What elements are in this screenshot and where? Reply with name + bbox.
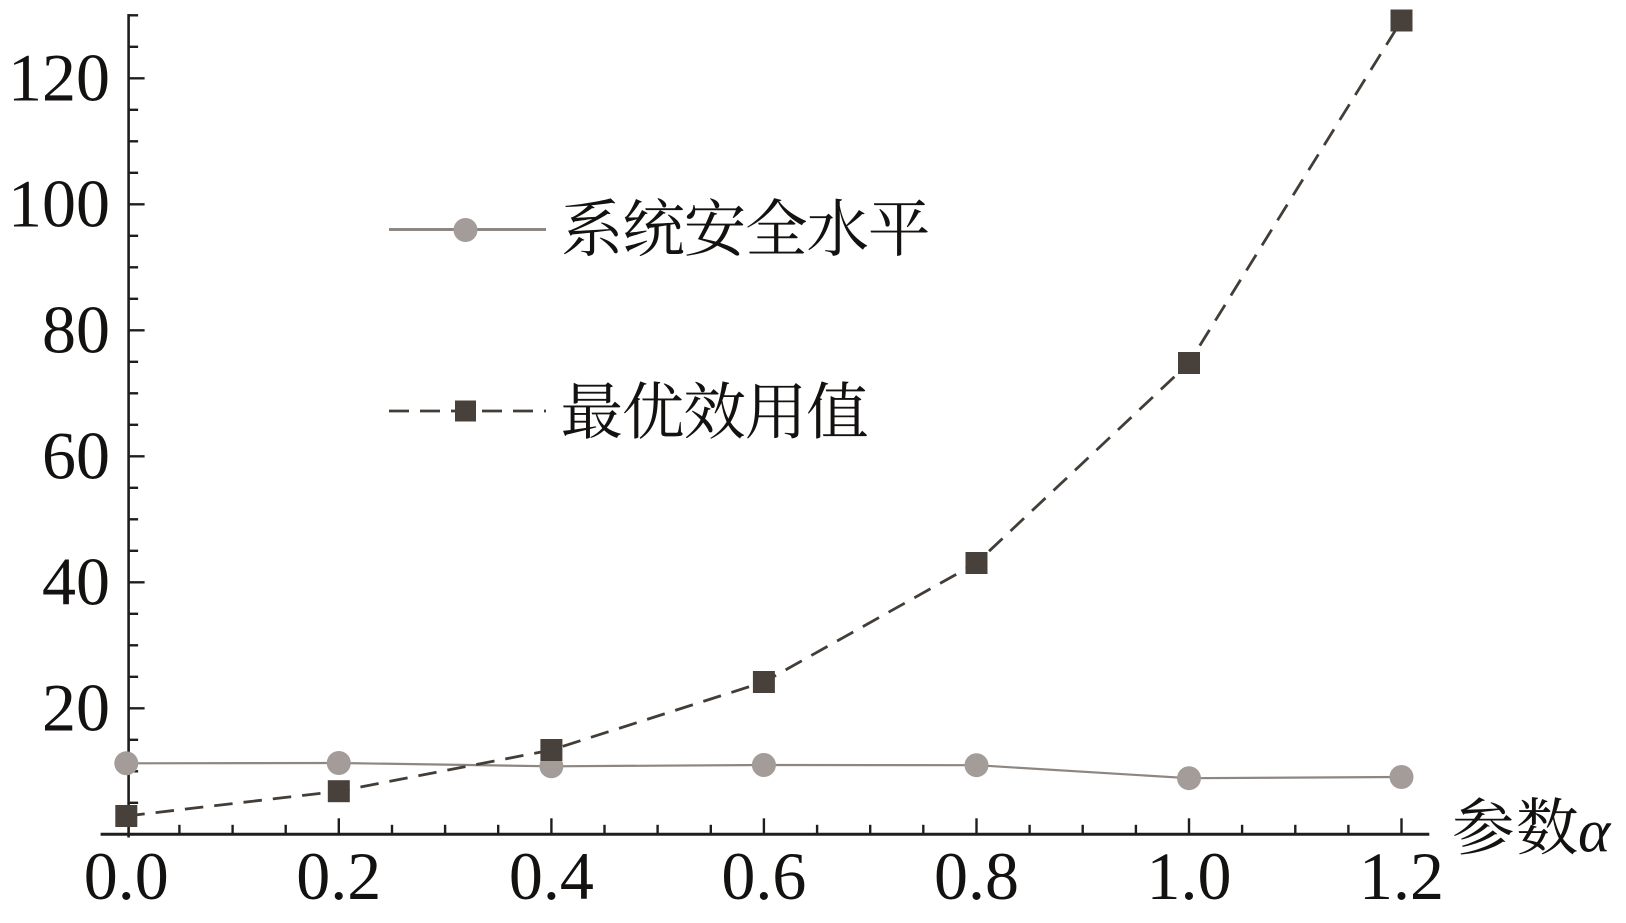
svg-text:1.2: 1.2	[1359, 838, 1444, 914]
svg-text:α: α	[1578, 798, 1612, 866]
svg-text:40: 40	[42, 544, 110, 620]
svg-text:60: 60	[42, 418, 110, 494]
svg-text:0.0: 0.0	[84, 838, 169, 914]
svg-text:0.4: 0.4	[509, 838, 594, 914]
svg-text:0.8: 0.8	[934, 838, 1019, 914]
svg-text:80: 80	[42, 292, 110, 368]
svg-text:20: 20	[42, 670, 110, 746]
svg-text:1.0: 1.0	[1147, 838, 1232, 914]
svg-text:0.2: 0.2	[296, 838, 381, 914]
svg-text:100: 100	[8, 166, 110, 242]
svg-text:120: 120	[8, 40, 110, 116]
svg-text:0.6: 0.6	[721, 838, 806, 914]
